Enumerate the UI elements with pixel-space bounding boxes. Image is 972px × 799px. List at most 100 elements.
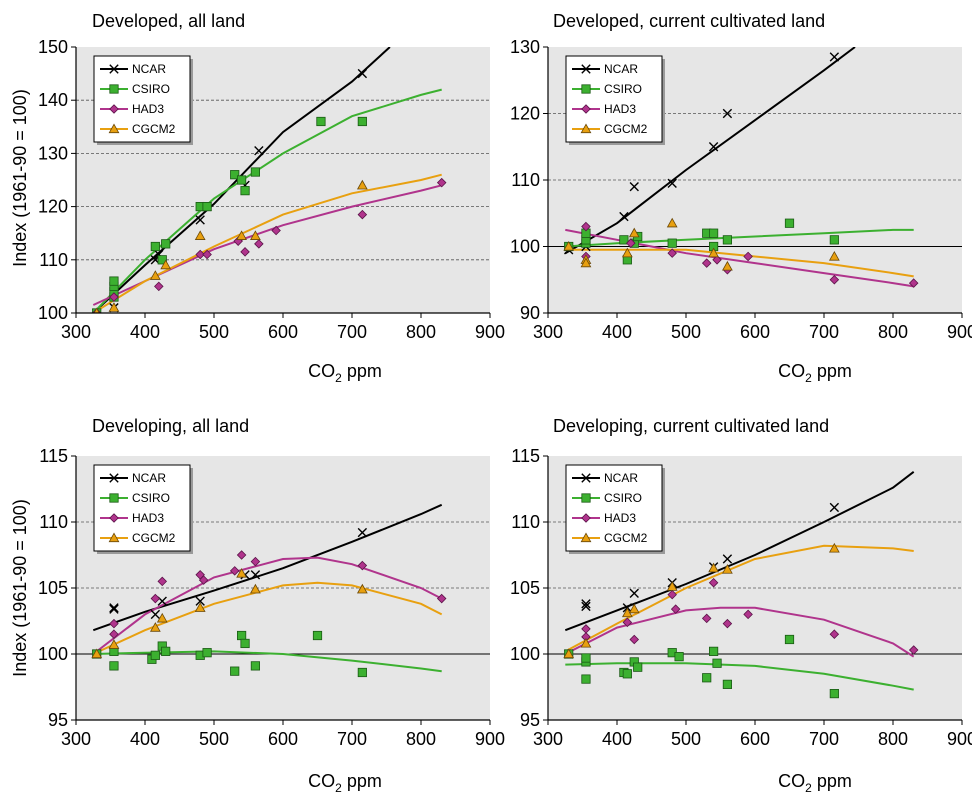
- trend-line-had3: [92, 556, 443, 655]
- y-tick-label: 95: [48, 710, 68, 730]
- data-point-cgcm2: [236, 230, 247, 240]
- data-point-cgcm2: [250, 583, 261, 594]
- data-point-csiro: [667, 238, 677, 248]
- data-point-csiro: [202, 201, 212, 212]
- legend: NCAR CSIRO HAD3 CGCM2: [565, 55, 665, 145]
- data-point-had3: [198, 575, 209, 585]
- legend-label-had3: HAD3: [604, 102, 636, 116]
- x-axis-label: CO2 ppm: [778, 771, 852, 795]
- legend-marker-cgcm2: [580, 532, 592, 543]
- data-point-csiro: [236, 630, 247, 641]
- x-tick-label: 700: [337, 729, 367, 749]
- data-point-ncar: [629, 181, 639, 192]
- data-point-ncar: [357, 527, 368, 538]
- data-point-cgcm2: [722, 564, 733, 574]
- legend: NCAR CSIRO HAD3 CGCM2: [93, 55, 193, 145]
- data-point-csiro: [236, 175, 247, 185]
- x-tick-label: 400: [602, 322, 632, 342]
- data-point-had3: [670, 604, 681, 614]
- data-point-csiro: [109, 276, 119, 286]
- data-point-had3: [240, 247, 250, 257]
- chart-title: Developing, current cultivated land: [553, 416, 829, 436]
- x-tick-label: 500: [671, 322, 701, 342]
- data-point-had3: [667, 589, 677, 600]
- data-point-csiro: [619, 235, 629, 245]
- y-tick-label: 105: [38, 578, 68, 598]
- data-point-cgcm2: [156, 612, 168, 623]
- chart-title: Developed, current cultivated land: [553, 11, 825, 31]
- x-tick-label: 400: [602, 729, 632, 749]
- data-point-csiro: [250, 661, 260, 671]
- series-layer: [563, 471, 919, 699]
- legend-label-cgcm2: CGCM2: [604, 531, 648, 545]
- data-point-had3: [829, 274, 840, 285]
- trend-line-cgcm2: [92, 173, 442, 313]
- data-point-cgcm2: [628, 603, 640, 614]
- data-point-csiro: [674, 652, 684, 662]
- data-point-had3: [722, 618, 733, 629]
- legend-marker-had3: [109, 104, 119, 114]
- y-tick-label: 130: [38, 143, 68, 163]
- data-point-had3: [271, 225, 281, 236]
- chart-panel-4: Developing, current cultivated land 95 100…: [510, 416, 972, 795]
- data-point-cgcm2: [666, 217, 678, 228]
- data-point-csiro: [202, 648, 212, 658]
- x-tick-label: 300: [61, 729, 91, 749]
- data-point-csiro: [316, 116, 326, 127]
- data-point-had3: [701, 258, 712, 268]
- data-point-csiro: [150, 650, 160, 660]
- legend-label-had3: HAD3: [132, 511, 164, 525]
- y-tick-label: 110: [511, 170, 540, 190]
- data-point-cgcm2: [580, 637, 592, 648]
- data-point-ncar: [708, 142, 719, 152]
- legend-label-csiro: CSIRO: [604, 82, 642, 96]
- x-tick-label: 700: [809, 729, 839, 749]
- x-axis-label: CO2 ppm: [778, 361, 852, 385]
- data-point-csiro: [240, 638, 250, 649]
- chart-panels: Developed, all land 100 110 120 130 140 150 300…: [38, 11, 972, 795]
- legend-label-had3: HAD3: [132, 102, 164, 116]
- data-point-had3: [195, 249, 205, 260]
- data-point-ncar: [722, 108, 733, 119]
- y-axis-label-bottom: Index (1961-90 = 100): [10, 499, 30, 677]
- chart-panel-1: Developed, all land 100 110 120 130 140 150 300…: [38, 11, 505, 385]
- data-point-ncar: [829, 52, 840, 62]
- legend-label-ncar: NCAR: [132, 62, 166, 76]
- data-point-ncar: [109, 604, 119, 614]
- legend-marker-cgcm2: [108, 532, 120, 543]
- data-point-cgcm2: [194, 230, 206, 240]
- data-point-cgcm2: [828, 542, 840, 553]
- y-tick-label: 90: [520, 303, 540, 323]
- trend-line-cgcm2: [564, 544, 914, 653]
- data-point-had3: [622, 617, 633, 628]
- data-point-csiro: [829, 689, 839, 699]
- y-tick-label: 100: [510, 644, 540, 664]
- y-tick-label: 150: [38, 37, 68, 57]
- x-tick-label: 900: [947, 322, 972, 342]
- trend-line-had3: [565, 228, 914, 288]
- data-point-had3: [743, 251, 753, 262]
- y-tick-label: 120: [510, 104, 540, 124]
- trend-line-ncar: [92, 503, 443, 632]
- x-tick-label: 300: [533, 322, 563, 342]
- data-point-csiro: [109, 661, 119, 671]
- x-tick-label: 600: [740, 729, 770, 749]
- chart-title: Developed, all land: [92, 11, 245, 31]
- trend-line-ncar: [564, 471, 915, 632]
- data-point-had3: [712, 255, 722, 265]
- data-point-csiro: [150, 241, 160, 252]
- data-point-csiro: [722, 235, 733, 245]
- legend: NCAR CSIRO HAD3 CGCM2: [93, 464, 193, 554]
- x-tick-label: 600: [268, 322, 298, 342]
- y-tick-label: 105: [510, 578, 540, 598]
- series-layer: [91, 503, 447, 678]
- data-point-ncar: [619, 211, 629, 222]
- data-point-csiro: [230, 666, 240, 676]
- x-tick-label: 400: [130, 729, 160, 749]
- x-tick-label: 900: [475, 322, 505, 342]
- data-point-ncar: [150, 609, 161, 620]
- trend-line-cgcm2: [565, 248, 914, 278]
- legend-marker-cgcm2: [580, 123, 592, 134]
- data-point-cgcm2: [722, 260, 733, 271]
